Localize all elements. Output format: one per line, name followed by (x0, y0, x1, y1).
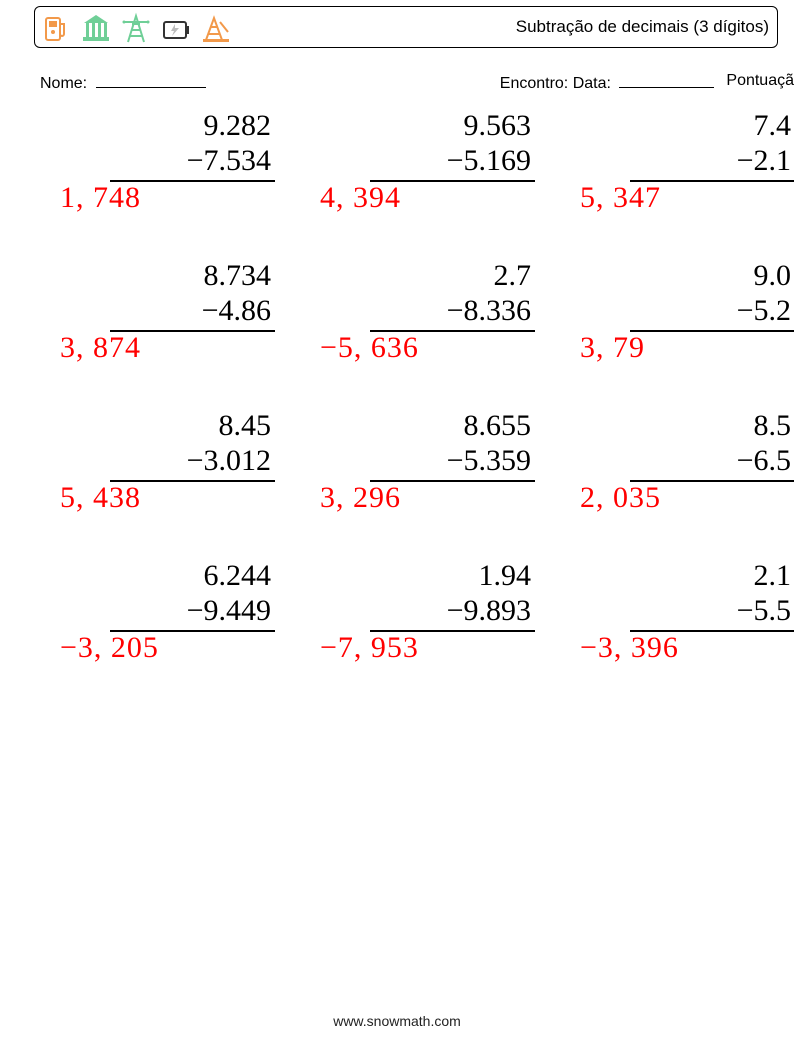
subtrahend: −9.449 (110, 594, 275, 633)
subtrahend: −2.1 (630, 144, 794, 183)
minuend: 9.563 (370, 109, 535, 144)
minuend: 8.734 (110, 259, 275, 294)
answer: 5, 347 (580, 181, 661, 215)
subtrahend: −5.359 (370, 444, 535, 483)
footer-url: www.snowmath.com (0, 1013, 794, 1029)
header-bar: Subtração de decimais (3 dígitos) (34, 6, 778, 48)
numbers-block: 9.0−5.2 (630, 259, 794, 332)
minuend: 7.4 (630, 109, 794, 144)
name-label: Nome: (40, 75, 87, 92)
numbers-block: 1.94−9.893 (370, 559, 535, 632)
name-field: Nome: (40, 72, 206, 93)
problems-grid: 9.282−7.5341, 748 9.563−5.1694, 394 7.4−2.… (0, 109, 794, 709)
subtrahend: −3.012 (110, 444, 275, 483)
subtrahend: −6.5 (630, 444, 794, 483)
subtraction-problem: 8.5−6.52, 035 (620, 409, 794, 559)
answer: 3, 296 (320, 481, 401, 515)
minuend: 8.45 (110, 409, 275, 444)
minuend: 8.655 (370, 409, 535, 444)
minuend: 2.1 (630, 559, 794, 594)
answer: −5, 636 (320, 331, 419, 365)
date-label: Encontro: Data: (500, 75, 611, 92)
answer: 1, 748 (60, 181, 141, 215)
name-blank (96, 72, 206, 88)
subtrahend: −4.86 (110, 294, 275, 333)
subtraction-problem: 9.0−5.23, 79 (620, 259, 794, 409)
battery-lightning-icon (159, 10, 193, 44)
score-label: Pontuaçã (726, 72, 794, 89)
numbers-block: 8.655−5.359 (370, 409, 535, 482)
power-tower-icon (119, 10, 153, 44)
numbers-block: 6.244−9.449 (110, 559, 275, 632)
subtrahend: −8.336 (370, 294, 535, 333)
answer: −7, 953 (320, 631, 419, 665)
answer: 2, 035 (580, 481, 661, 515)
numbers-block: 7.4−2.1 (630, 109, 794, 182)
date-blank (619, 72, 714, 88)
date-field: Encontro: Data: (500, 72, 715, 93)
subtrahend: −5.2 (630, 294, 794, 333)
subtrahend: −7.534 (110, 144, 275, 183)
gas-pump-icon (39, 10, 73, 44)
numbers-block: 2.1−5.5 (630, 559, 794, 632)
numbers-block: 8.5−6.5 (630, 409, 794, 482)
bank-building-icon (79, 10, 113, 44)
answer: −3, 396 (580, 631, 679, 665)
meta-row: Nome: Encontro: Data: Pontuaçã (40, 72, 794, 93)
minuend: 1.94 (370, 559, 535, 594)
minuend: 9.282 (110, 109, 275, 144)
subtraction-problem: 7.4−2.15, 347 (620, 109, 794, 259)
numbers-block: 2.7−8.336 (370, 259, 535, 332)
header-icons (39, 10, 233, 44)
score-field: Pontuaçã (726, 72, 794, 93)
subtraction-problem: 2.1−5.5−3, 396 (620, 559, 794, 709)
numbers-block: 9.563−5.169 (370, 109, 535, 182)
answer: 3, 874 (60, 331, 141, 365)
numbers-block: 8.45−3.012 (110, 409, 275, 482)
answer: 3, 79 (580, 331, 645, 365)
subtrahend: −5.5 (630, 594, 794, 633)
minuend: 2.7 (370, 259, 535, 294)
numbers-block: 9.282−7.534 (110, 109, 275, 182)
numbers-block: 8.734−4.86 (110, 259, 275, 332)
minuend: 8.5 (630, 409, 794, 444)
minuend: 6.244 (110, 559, 275, 594)
answer: 5, 438 (60, 481, 141, 515)
subtrahend: −5.169 (370, 144, 535, 183)
answer: −3, 205 (60, 631, 159, 665)
worksheet-title: Subtração de decimais (3 dígitos) (516, 17, 769, 37)
answer: 4, 394 (320, 181, 401, 215)
oil-rig-icon (199, 10, 233, 44)
minuend: 9.0 (630, 259, 794, 294)
subtrahend: −9.893 (370, 594, 535, 633)
